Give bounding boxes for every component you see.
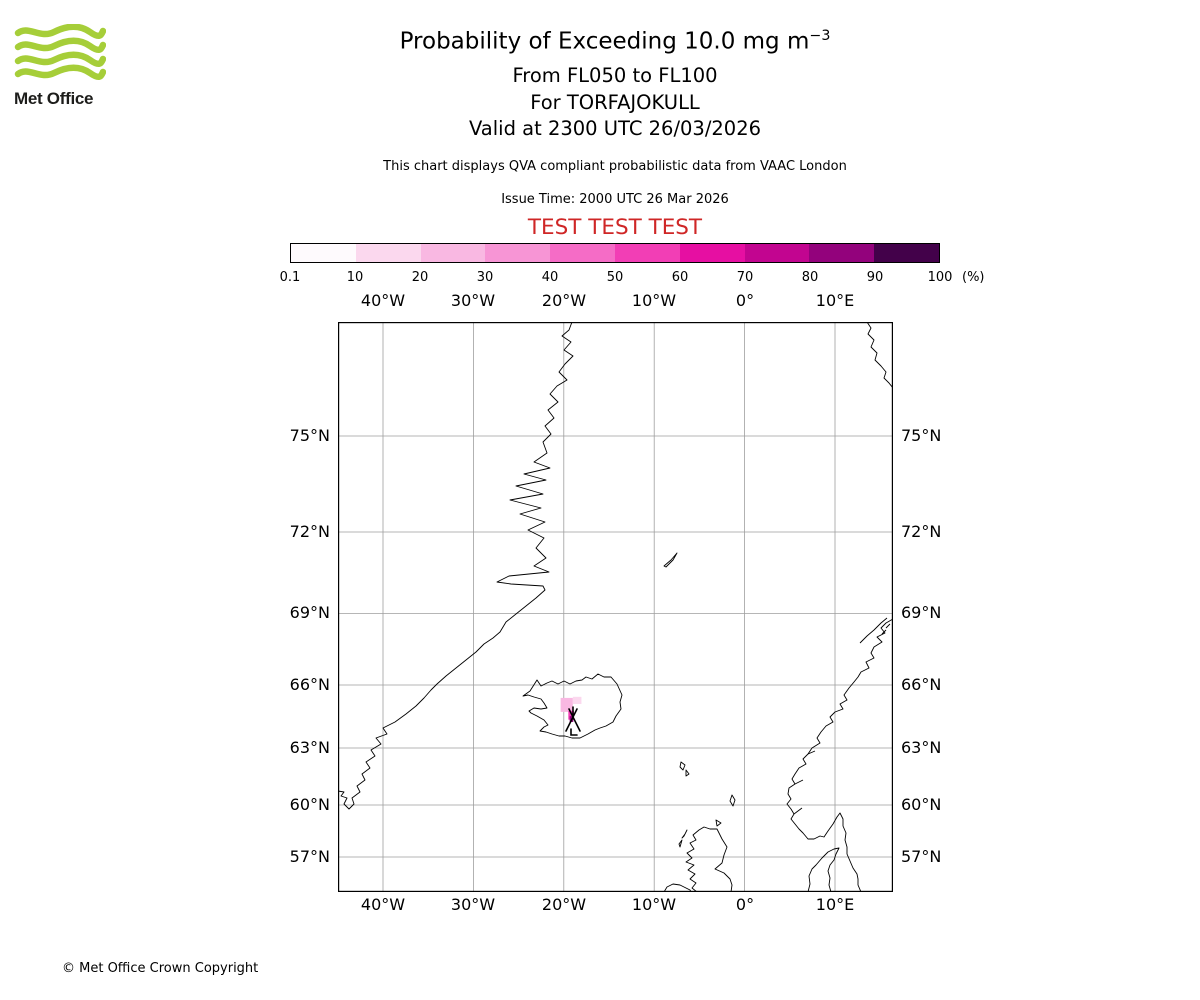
lon-label-bottom: 40°W [360,895,406,914]
coastline-jan-mayen [663,552,678,568]
subtitle-volcano: For TORFAJOKULL [530,91,700,114]
colorbar-segment-40-50 [550,244,615,262]
colorbar-segment-80-90 [809,244,875,262]
lat-label-left: 72°N [289,522,330,541]
colorbar-segment-10-20 [355,244,421,262]
coastline-iceland [522,673,623,739]
lat-label-left: 69°N [289,603,330,622]
title-text: Probability of Exceeding 10.0 mg m [399,28,810,55]
coastline-ireland [663,883,692,893]
coastline-norway [786,618,894,893]
coastline-svalbard [866,321,894,389]
lon-label-bottom: 10°W [631,895,677,914]
colorbar-tick-label: 30 [476,270,494,285]
lat-label-left: 66°N [289,675,330,694]
map-border [338,322,893,892]
lon-label-bottom: 30°W [450,895,496,914]
coastline-great-britain [685,826,733,893]
coastline-orkney [715,819,722,827]
colorbar-segment-20-30 [420,244,486,262]
lon-label-bottom: 20°W [541,895,587,914]
lat-label-right: 57°N [901,847,942,866]
colorbar-tick-label: 100 [927,270,953,285]
colorbar-tick-label: 10 [346,270,364,285]
colorbar-tick-label: 70 [736,270,754,285]
probability-colorbar [290,243,940,263]
coastline-denmark [807,847,840,893]
lon-label-top: 0° [735,291,755,310]
colorbar-tick-label: 90 [866,270,884,285]
plume-cell [568,710,574,720]
lat-label-right: 66°N [901,675,942,694]
lon-label-top: 30°W [450,291,496,310]
colorbar-unit-label: (%) [962,270,985,285]
colorbar-segment-50-60 [614,244,680,262]
subtitle-flight-levels: From FL050 to FL100 [512,64,718,87]
colorbar-segment-90-100 [874,244,939,262]
subtitle-valid-time: Valid at 2300 UTC 26/03/2026 [468,117,762,140]
lat-label-left: 63°N [289,738,330,757]
colorbar-segment-60-70 [679,244,745,262]
page-title: Probability of Exceeding 10.0 mg m−3 [315,28,915,55]
lon-label-top: 10°W [631,291,677,310]
lat-label-right: 72°N [901,522,942,541]
coastlines [337,321,894,893]
logo-wordmark: Met Office [14,89,94,108]
lon-label-bottom: 0° [735,895,755,914]
graticule-grid-lines [338,322,893,892]
coastline-greenland [337,321,574,810]
coastline-lofoten [859,617,891,644]
colorbar-tick-label: 50 [606,270,624,285]
colorbar-tick-label: 60 [671,270,689,285]
logo-waves-icon [14,23,107,81]
volcano-eruption-symbol [565,706,581,736]
colorbar-segment-30-40 [485,244,551,262]
copyright-notice: © Met Office Crown Copyright [62,961,259,976]
lat-label-right: 69°N [901,603,942,622]
lon-label-top: 10°E [815,291,855,310]
coastline-shetland [729,794,736,807]
colorbar-tick-label: 0.1 [279,270,301,285]
map-canvas [337,321,894,893]
lon-label-top: 40°W [360,291,406,310]
plume-cell [572,696,582,704]
title-exponent: −3 [809,28,831,44]
colorbar-tick-label: 40 [541,270,559,285]
colorbar-segment-70-80 [744,244,810,262]
lat-label-right: 75°N [901,426,942,445]
coastline-hebrides [678,829,688,848]
met-office-logo: Met Office [14,23,110,109]
test-banner: TEST TEST TEST [527,215,703,240]
colorbar-tick-label: 80 [801,270,819,285]
colorbar-segment-0-10 [291,244,356,262]
map-panel [337,321,894,893]
chart-description: This chart displays QVA compliant probab… [383,159,847,174]
lat-label-left: 60°N [289,795,330,814]
lat-label-right: 63°N [901,738,942,757]
lat-label-right: 60°N [901,795,942,814]
lat-label-left: 75°N [289,426,330,445]
issue-time: Issue Time: 2000 UTC 26 Mar 2026 [501,192,729,207]
lat-label-left: 57°N [289,847,330,866]
coastline-faroe-islands [679,761,690,777]
colorbar-tick-label: 20 [411,270,429,285]
plume-cell [560,697,573,712]
coastline-norway-fjords [793,750,816,815]
lon-label-bottom: 10°E [815,895,855,914]
lon-label-top: 20°W [541,291,587,310]
